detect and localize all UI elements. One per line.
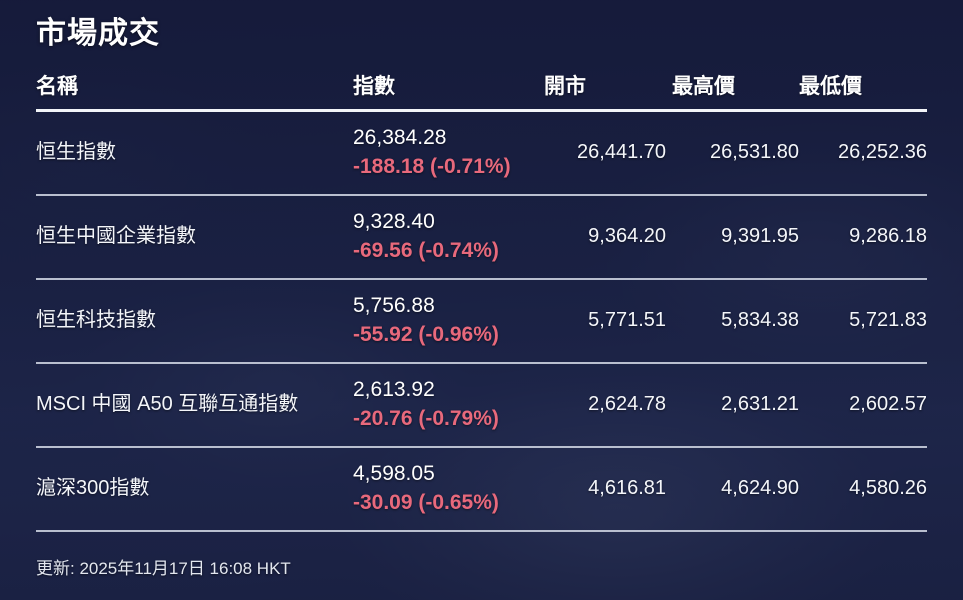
page-title: 市場成交: [36, 17, 160, 50]
index-open-value: 26,441.70: [544, 110, 672, 196]
column-header-open[interactable]: 開市: [544, 70, 672, 112]
index-change-value: -69.56 (-0.74%): [353, 238, 499, 262]
table-body: 恒生指數 26,384.28 -188.18 (-0.71%) 26,441.70 26…: [36, 110, 927, 532]
index-value-cell: 9,328.40 -69.56 (-0.74%): [353, 194, 544, 280]
index-low-value: 9,286.18: [799, 194, 927, 280]
index-low-value: 26,252.36: [799, 110, 927, 196]
table-row[interactable]: 滬深300指數 4,598.05 -30.09 (-0.65%) 4,616.81 4,…: [36, 446, 927, 532]
index-change-value: -20.76 (-0.79%): [353, 406, 499, 430]
index-name: MSCI 中國 A50 互聯互通指數: [36, 362, 353, 448]
index-high-value: 4,624.90: [672, 446, 799, 532]
index-open-value: 4,616.81: [544, 446, 672, 532]
index-value-cell: 2,613.92 -20.76 (-0.79%): [353, 362, 544, 448]
table-row[interactable]: 恒生科技指數 5,756.88 -55.92 (-0.96%) 5,771.51 5,8…: [36, 278, 927, 364]
index-high-value: 5,834.38: [672, 278, 799, 364]
market-index-table: 名稱 指數 開市 最高價 最低價 恒生指數 26,384.28 -188.18 (-…: [36, 70, 927, 532]
index-last-value: 9,328.40: [353, 209, 435, 233]
index-high-value: 2,631.21: [672, 362, 799, 448]
table-header-row: 名稱 指數 開市 最高價 最低價: [36, 70, 927, 112]
index-open-value: 5,771.51: [544, 278, 672, 364]
index-value-cell: 26,384.28 -188.18 (-0.71%): [353, 110, 544, 196]
index-open-value: 2,624.78: [544, 362, 672, 448]
index-change-value: -55.92 (-0.96%): [353, 322, 499, 346]
index-last-value: 5,756.88: [353, 293, 435, 317]
index-value-cell: 4,598.05 -30.09 (-0.65%): [353, 446, 544, 532]
index-high-value: 26,531.80: [672, 110, 799, 196]
index-name: 恒生科技指數: [36, 278, 353, 364]
index-open-value: 9,364.20: [544, 194, 672, 280]
index-change-value: -30.09 (-0.65%): [353, 490, 499, 514]
column-header-low[interactable]: 最低價: [799, 70, 927, 112]
index-name: 滬深300指數: [36, 446, 353, 532]
table-row[interactable]: 恒生指數 26,384.28 -188.18 (-0.71%) 26,441.70 26…: [36, 110, 927, 196]
index-value-cell: 5,756.88 -55.92 (-0.96%): [353, 278, 544, 364]
index-name: 恒生指數: [36, 110, 353, 196]
table-row[interactable]: MSCI 中國 A50 互聯互通指數 2,613.92 -20.76 (-0.79%…: [36, 362, 927, 448]
column-header-high[interactable]: 最高價: [672, 70, 799, 112]
column-header-name[interactable]: 名稱: [36, 70, 353, 112]
last-updated-text: 更新: 2025年11月17日 16:08 HKT: [36, 558, 291, 578]
index-last-value: 4,598.05: [353, 461, 435, 485]
index-high-value: 9,391.95: [672, 194, 799, 280]
index-change-value: -188.18 (-0.71%): [353, 154, 511, 178]
table-row[interactable]: 恒生中國企業指數 9,328.40 -69.56 (-0.74%) 9,364.20 9…: [36, 194, 927, 280]
table-header: 名稱 指數 開市 最高價 最低價: [36, 70, 927, 112]
index-last-value: 26,384.28: [353, 126, 447, 149]
index-name: 恒生中國企業指數: [36, 194, 353, 280]
index-low-value: 4,580.26: [799, 446, 927, 532]
index-low-value: 2,602.57: [799, 362, 927, 448]
index-last-value: 2,613.92: [353, 377, 435, 401]
column-header-index[interactable]: 指數: [353, 70, 544, 112]
index-low-value: 5,721.83: [799, 278, 927, 364]
